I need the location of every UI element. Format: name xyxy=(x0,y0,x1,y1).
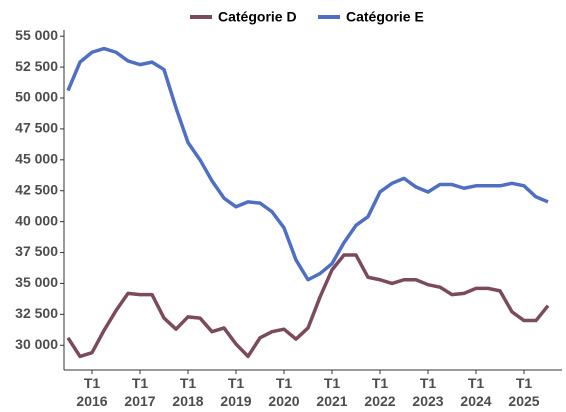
x-tick-label-line: 2019 xyxy=(220,393,251,409)
x-tick-label: T1 2022 xyxy=(364,375,395,409)
x-tick-label-line: 2022 xyxy=(364,393,395,409)
x-tick-label-line: T1 xyxy=(516,375,533,391)
y-tick-label: 32 500 xyxy=(15,305,58,321)
x-tick-label: T1 2018 xyxy=(172,375,203,409)
y-tick-label: 50 000 xyxy=(15,89,58,105)
y-tick-label: 42 500 xyxy=(15,181,58,197)
x-tick-label-line: 2020 xyxy=(268,393,299,409)
x-tick-label: T1 2023 xyxy=(412,375,443,409)
x-tick-label-line: T1 xyxy=(468,375,485,391)
x-tick-label: T1 2025 xyxy=(508,375,539,409)
legend-label: Catégorie D xyxy=(218,9,297,25)
y-tick-label: 35 000 xyxy=(15,274,58,290)
x-tick-label: T1 2016 xyxy=(76,375,107,409)
x-tick-label-line: 2021 xyxy=(316,393,347,409)
y-tick-label: 37 500 xyxy=(15,243,58,259)
x-tick-label-line: T1 xyxy=(84,375,101,391)
legend-label: Catégorie E xyxy=(346,9,424,25)
y-tick-label: 47 500 xyxy=(15,120,58,136)
y-tick-label: 55 000 xyxy=(15,27,58,43)
x-tick-label-line: T1 xyxy=(324,375,341,391)
y-tick-label: 40 000 xyxy=(15,212,58,228)
x-tick-label-line: T1 xyxy=(132,375,149,391)
y-tick-label: 52 500 xyxy=(15,58,58,74)
line-series xyxy=(66,46,549,282)
x-tick-label: T1 2017 xyxy=(124,375,155,409)
x-tick-label: T1 2021 xyxy=(316,375,347,409)
x-tick-label-line: T1 xyxy=(372,375,389,391)
x-tick-label-line: T1 xyxy=(276,375,293,391)
x-tick-label-line: T1 xyxy=(228,375,245,391)
x-tick-label: T1 2024 xyxy=(460,375,491,409)
x-tick-label: T1 2019 xyxy=(220,375,251,409)
line-series xyxy=(66,253,550,359)
x-tick-label-line: 2017 xyxy=(124,393,155,409)
x-tick-label: T1 2020 xyxy=(268,375,299,409)
y-tick-label: 45 000 xyxy=(15,151,58,167)
y-tick-label: 30 000 xyxy=(15,336,58,352)
x-tick-label-line: 2024 xyxy=(460,393,491,409)
x-tick-label-line: 2016 xyxy=(76,393,107,409)
x-tick-label-line: T1 xyxy=(420,375,437,391)
x-tick-label-line: 2025 xyxy=(508,393,539,409)
x-tick-label-line: T1 xyxy=(180,375,197,391)
x-tick-label-line: 2018 xyxy=(172,393,203,409)
x-tick-label-line: 2023 xyxy=(412,393,443,409)
